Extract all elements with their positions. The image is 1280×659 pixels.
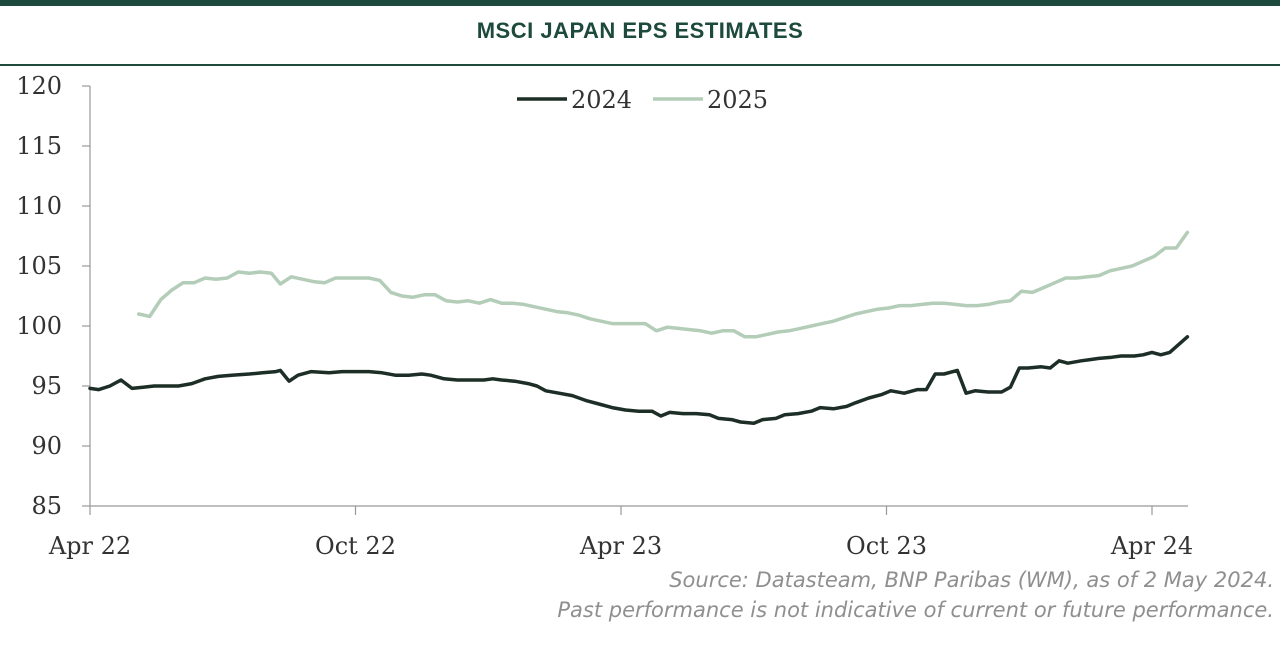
disclaimer-note: Past performance is not indicative of cu… xyxy=(557,598,1274,622)
x-axis: Apr 22 Oct 22 Apr 23 Oct 23 Apr 24 xyxy=(48,505,1193,560)
y-tick-label: 100 xyxy=(16,312,62,340)
series-line-2024 xyxy=(88,335,1190,425)
series-line-2025 xyxy=(136,230,1190,339)
x-tick-label: Apr 24 xyxy=(1110,532,1193,560)
legend-label-2025: 2025 xyxy=(707,86,768,114)
title-divider xyxy=(0,64,1280,66)
x-tick-label: Oct 23 xyxy=(846,532,927,560)
series-layer xyxy=(88,230,1190,425)
top-accent-bar xyxy=(0,0,1280,6)
chart-title: MSCI JAPAN EPS ESTIMATES xyxy=(476,18,804,43)
source-note: Source: Datasteam, BNP Paribas (WM), as … xyxy=(669,568,1274,592)
y-tick-label: 110 xyxy=(16,192,62,220)
x-tick-label: Apr 22 xyxy=(48,532,131,560)
y-tick-label: 115 xyxy=(16,132,62,160)
y-tick-label: 90 xyxy=(31,432,62,460)
y-tick-label: 120 xyxy=(16,72,62,100)
y-tick-label: 105 xyxy=(16,252,62,280)
legend: 2024 2025 xyxy=(517,86,768,114)
y-tick-label: 85 xyxy=(31,492,62,520)
x-tick-label: Oct 22 xyxy=(315,532,396,560)
y-tick-label: 95 xyxy=(31,372,62,400)
x-tick-label: Apr 23 xyxy=(579,532,662,560)
legend-label-2024: 2024 xyxy=(571,86,632,114)
y-axis: 85 90 95 100 105 110 115 120 xyxy=(16,72,91,520)
